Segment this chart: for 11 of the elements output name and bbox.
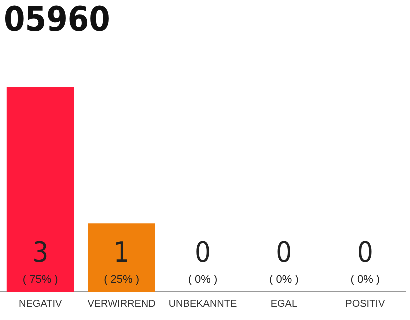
x-tick-label: POSITIV xyxy=(346,298,386,310)
data-label: 1 ( 25% ) xyxy=(104,236,140,286)
x-tick-label: VERWIRREND xyxy=(88,298,156,310)
x-tick-label: NEGATIV xyxy=(19,298,63,310)
data-label: 0 ( 0% ) xyxy=(188,236,218,286)
data-label: 0 ( 0% ) xyxy=(270,236,299,286)
x-tick-label: EGAL xyxy=(270,298,298,310)
x-tick-label: UNBEKANNTE xyxy=(168,298,238,310)
chart-title: 05960 xyxy=(4,0,110,40)
data-label: 3 ( 75% ) xyxy=(22,236,58,286)
data-label: 0 ( 0% ) xyxy=(350,236,380,286)
